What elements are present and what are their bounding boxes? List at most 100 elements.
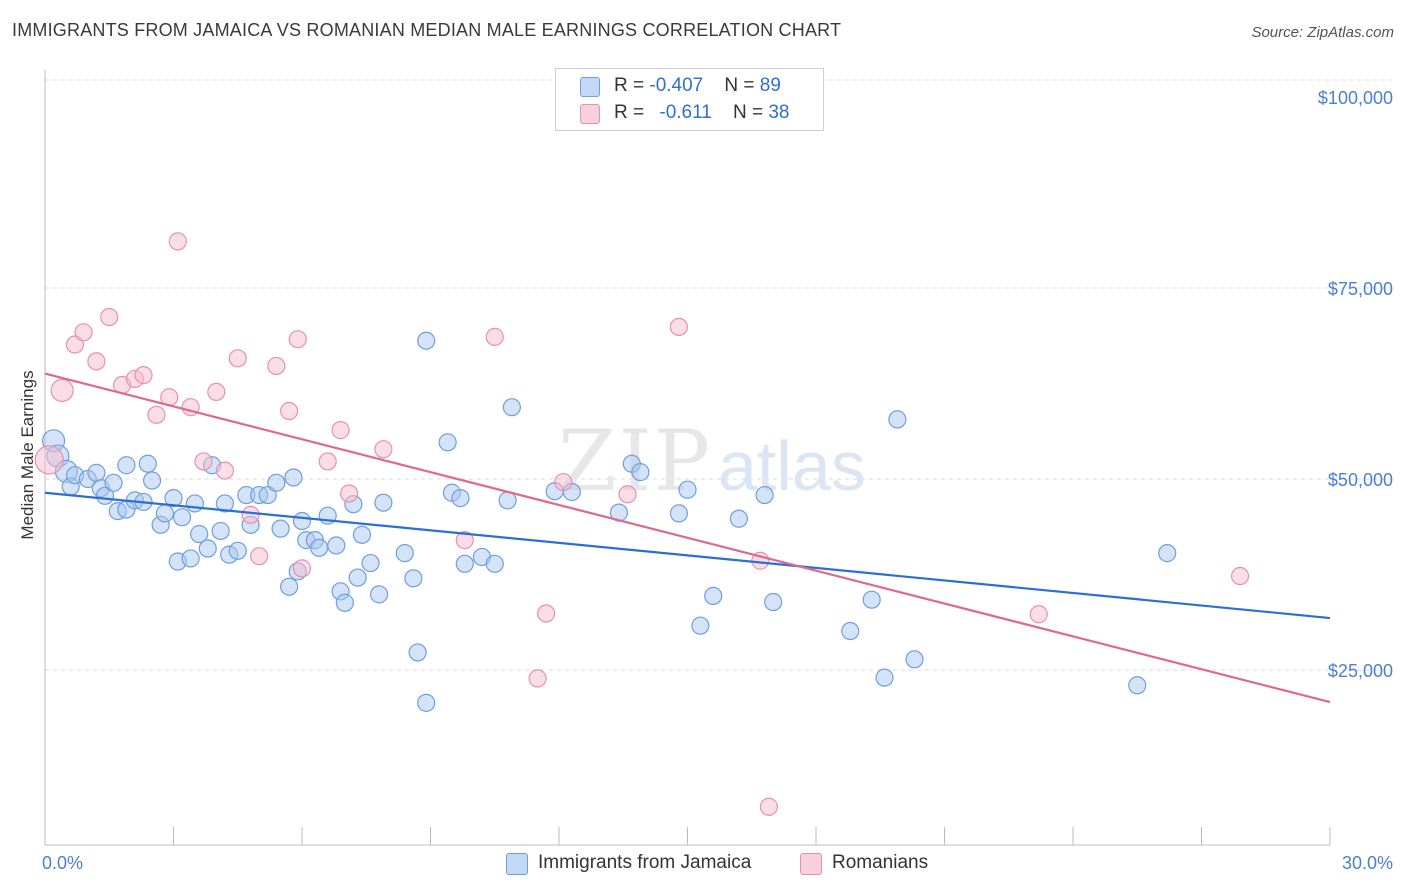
jamaica-point [438, 433, 457, 452]
jamaica-point [755, 485, 774, 505]
romanian-point [1029, 605, 1048, 624]
legend-r-label: R = [614, 102, 650, 123]
y-tick-label: $100,000 [1318, 88, 1393, 108]
jamaica-point [327, 536, 346, 555]
jamaica-point [905, 650, 924, 669]
jamaica-point [395, 544, 414, 563]
watermark: ZIP atlas [558, 412, 866, 510]
jamaica-point [271, 519, 290, 538]
romanian-point [241, 505, 260, 525]
jamaica-point [142, 471, 162, 490]
romanian-point [292, 559, 312, 578]
jamaica-point [374, 493, 393, 512]
jamaica-point [155, 504, 175, 523]
jamaica-point [284, 468, 303, 487]
tick-labels: $25,000 $50,000 $75,000 $100,000 0.0% 30.0% [42, 88, 1393, 873]
romanian-point [74, 323, 93, 342]
romanian-point [759, 797, 778, 816]
legend-n-label: N = [724, 75, 760, 96]
romanian-swatch [580, 104, 600, 124]
jamaica-point [138, 454, 157, 473]
jamaica-point [348, 568, 367, 587]
romanian-point [168, 232, 187, 251]
jamaica-point [502, 398, 521, 417]
jamaica-point [352, 525, 372, 544]
y-axis-label: Median Male Earnings [18, 370, 37, 539]
legend-n-value: 89 [759, 75, 781, 96]
romanian-point [485, 327, 504, 346]
legend-stats-romanian: R = -0.611 N = 38 [614, 102, 789, 124]
romanian-point [215, 461, 234, 480]
jamaica-point [862, 590, 881, 609]
watermark-atlas: atlas [718, 427, 866, 505]
jamaica-point [172, 508, 192, 527]
romanian-point [134, 365, 153, 385]
romanian-point [288, 330, 307, 349]
jamaica-point [417, 331, 436, 350]
jamaica-point [211, 521, 230, 541]
legend-r-value: -0.611 [659, 102, 712, 123]
jamaica-trend-line [44, 491, 1331, 620]
romanian-point [250, 547, 269, 566]
jamaica-point [408, 643, 427, 662]
jamaica-point [631, 463, 650, 482]
gridlines [45, 79, 1392, 671]
romanian-point [537, 604, 556, 623]
jamaica-point [87, 463, 106, 482]
romanian-point [34, 445, 64, 475]
source-label: Source: ZipAtlas.com [1251, 24, 1394, 41]
jamaica-point [215, 494, 234, 513]
jamaica-point [1128, 676, 1147, 695]
y-tick-label: $75,000 [1328, 279, 1393, 299]
jamaica-point [729, 509, 749, 528]
jamaica-legend-swatch [506, 853, 528, 875]
jamaica-point [117, 456, 136, 475]
data-points [34, 232, 1250, 816]
romanian-point [280, 401, 299, 421]
x-tick-label-max: 30.0% [1342, 853, 1393, 873]
jamaica-point [370, 585, 389, 604]
romanian-point [100, 307, 119, 327]
jamaica-point [678, 480, 697, 499]
jamaica-point [185, 494, 205, 513]
jamaica-point [361, 553, 380, 573]
romanian-legend-swatch [800, 853, 822, 875]
romanian-point [87, 352, 106, 371]
jamaica-point [181, 549, 200, 568]
jamaica-point [764, 592, 783, 612]
romanian-point [228, 349, 247, 368]
romanian-point [1230, 566, 1250, 586]
romanian-point [194, 452, 213, 471]
jamaica-point [190, 524, 209, 544]
romanian-trend-line [44, 372, 1331, 704]
legend-row-romanian: R = -0.611 N = 38 [580, 102, 789, 126]
jamaica-point [888, 410, 907, 429]
chart-title: IMMIGRANTS FROM JAMAICA VS ROMANIAN MEDI… [12, 20, 842, 40]
y-tick-label: $50,000 [1328, 470, 1393, 490]
romanian-point [331, 421, 350, 440]
romanian-point [669, 317, 689, 337]
romanian-point [147, 405, 166, 424]
legend-n-label: N = [732, 102, 769, 123]
jamaica-point [164, 489, 183, 508]
romanian-point [554, 472, 573, 492]
jamaica-point [875, 668, 894, 687]
jamaica-point [417, 693, 436, 712]
romanian-point [340, 484, 359, 503]
jamaica-point [267, 473, 286, 492]
legend-row-jamaica: R = -0.407 N = 89 [580, 75, 781, 99]
correlation-legend: R = -0.407 N = 89 R = -0.611 N = 38 [555, 68, 824, 131]
legend-label-romanian: Romanians [832, 852, 929, 873]
romanian-point [374, 440, 393, 459]
legend-label-jamaica: Immigrants from Jamaica [538, 852, 752, 873]
legend-r-label: R = [614, 75, 650, 96]
jamaica-point [280, 577, 299, 596]
jamaica-point [335, 593, 354, 612]
legend-n-value: 38 [768, 102, 790, 123]
jamaica-point [228, 541, 247, 560]
jamaica-point [198, 539, 217, 558]
y-tick-label: $25,000 [1328, 661, 1393, 681]
trend-lines [44, 372, 1331, 704]
romanian-point [618, 485, 637, 504]
legend-r-value: -0.407 [649, 75, 704, 96]
